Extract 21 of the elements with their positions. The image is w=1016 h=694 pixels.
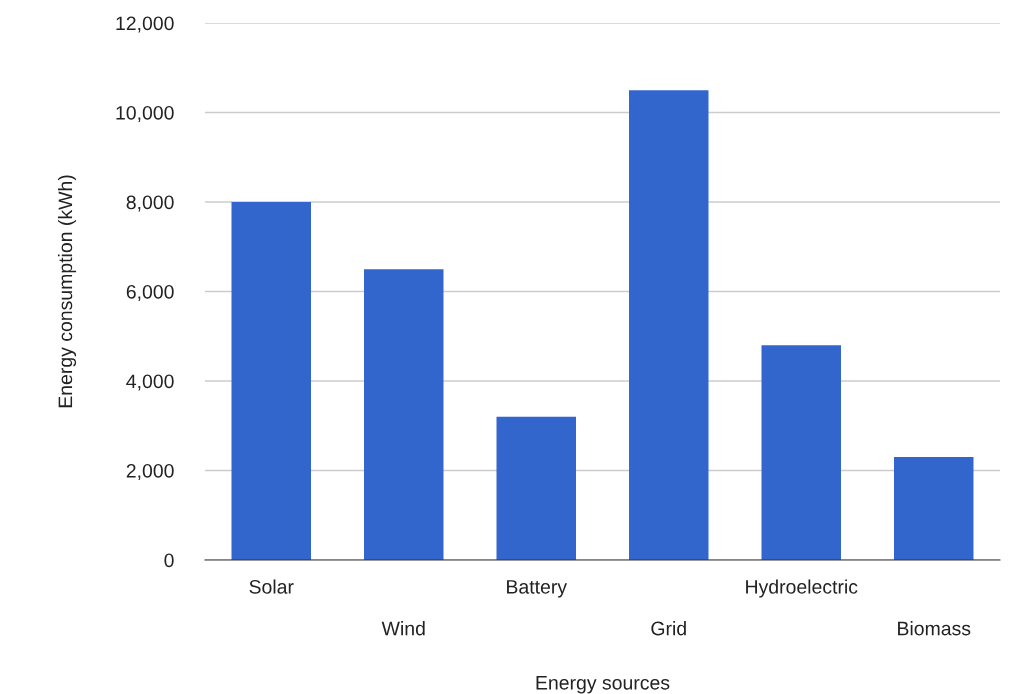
bar: [894, 457, 974, 560]
y-tick-label: 8,000: [126, 195, 174, 212]
x-tick-label: Battery: [507, 580, 568, 598]
y-axis-title: Energy consumption (kWh): [57, 175, 77, 408]
bar: [364, 269, 444, 560]
bar: [629, 90, 709, 560]
y-tick-label: 10,000: [116, 105, 174, 123]
bar: [496, 416, 576, 560]
bar: [761, 345, 841, 560]
x-axis-title: Energy sources: [536, 676, 670, 694]
bar: [231, 202, 311, 560]
y-tick-label: 0: [164, 553, 174, 568]
x-tick-label: Wind: [381, 621, 425, 636]
x-tick-label: Biomass: [898, 621, 971, 636]
y-tick-label: 6,000: [126, 284, 174, 302]
x-tick-label: Hydroelectric: [746, 579, 858, 598]
y-tick-label: 4,000: [126, 374, 174, 391]
y-tick-label: 12,000: [116, 16, 174, 33]
x-tick-label: Grid: [651, 621, 686, 636]
y-tick-label: 2,000: [126, 463, 174, 481]
x-tick-label: Solar: [249, 579, 294, 594]
